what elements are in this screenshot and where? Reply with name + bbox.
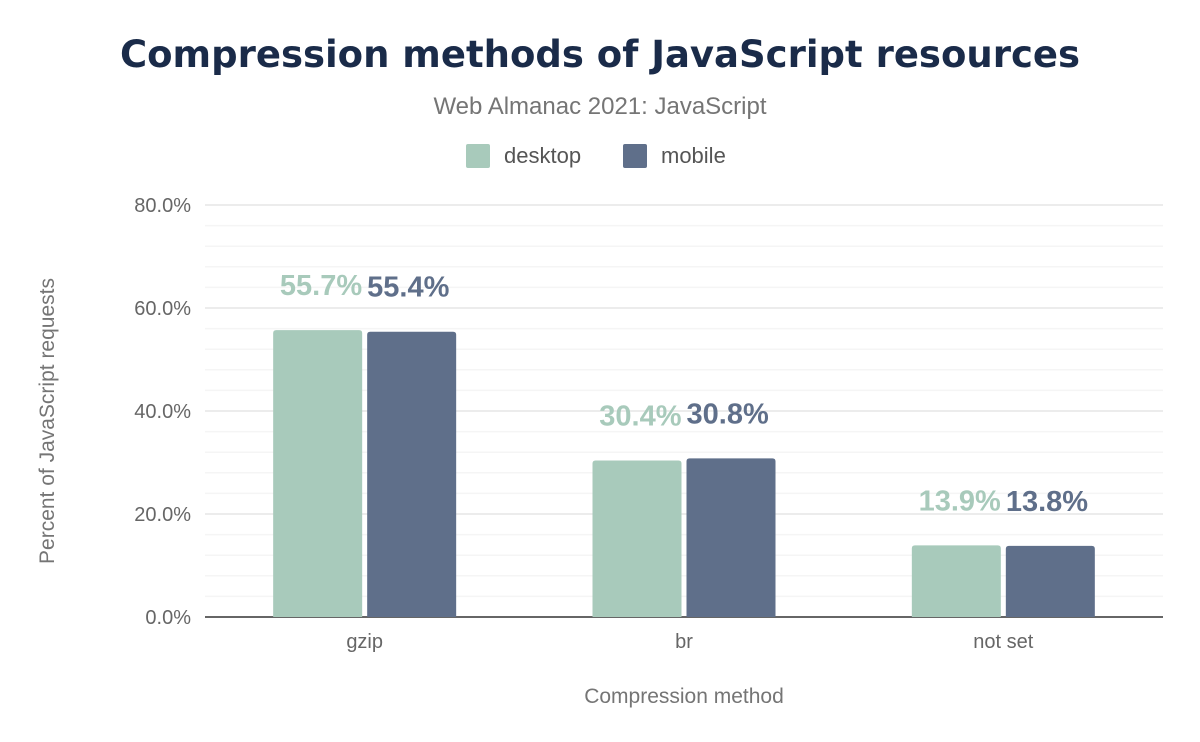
chart-title: Compression methods of JavaScript resour… — [120, 33, 1080, 76]
y-axis-label: Percent of JavaScript requests — [36, 278, 59, 564]
y-axis: 0.0% 20.0% 40.0% 60.0% 80.0% — [134, 195, 191, 629]
legend: desktop mobile — [466, 143, 726, 168]
y-tick-label: 80.0% — [134, 195, 191, 217]
bar-mobile-br — [686, 458, 776, 617]
bar-desktop-br — [592, 460, 682, 617]
data-label-mobile: 30.8% — [687, 398, 769, 430]
data-label-desktop: 13.9% — [919, 485, 1001, 517]
legend-swatch-desktop — [466, 144, 490, 168]
legend-label-mobile: mobile — [661, 143, 726, 168]
y-tick-label: 0.0% — [145, 607, 191, 629]
data-label-mobile: 55.4% — [367, 272, 449, 304]
x-tick-label: br — [675, 631, 693, 653]
bar-desktop-gzip — [273, 330, 363, 617]
bar-mobile-not-set — [1005, 545, 1095, 617]
x-axis: gzip br not set — [346, 631, 1033, 653]
chart-subtitle: Web Almanac 2021: JavaScript — [433, 93, 766, 120]
x-tick-label: gzip — [346, 631, 383, 653]
legend-label-desktop: desktop — [504, 143, 581, 168]
bar-mobile-gzip — [367, 331, 457, 617]
data-label-mobile: 13.8% — [1006, 486, 1088, 518]
y-tick-label: 40.0% — [134, 401, 191, 423]
data-label-desktop: 30.4% — [599, 400, 681, 432]
x-axis-label: Compression method — [584, 685, 784, 708]
bar-desktop-not-set — [911, 545, 1001, 617]
data-label-desktop: 55.7% — [280, 270, 362, 302]
legend-swatch-mobile — [623, 144, 647, 168]
x-tick-label: not set — [973, 631, 1033, 653]
y-tick-label: 60.0% — [134, 298, 191, 320]
bars: 55.7% 55.4% 30.4% 30.8% 13.9% 13.8% — [273, 270, 1095, 617]
gridlines — [205, 204, 1163, 618]
y-tick-label: 20.0% — [134, 504, 191, 526]
